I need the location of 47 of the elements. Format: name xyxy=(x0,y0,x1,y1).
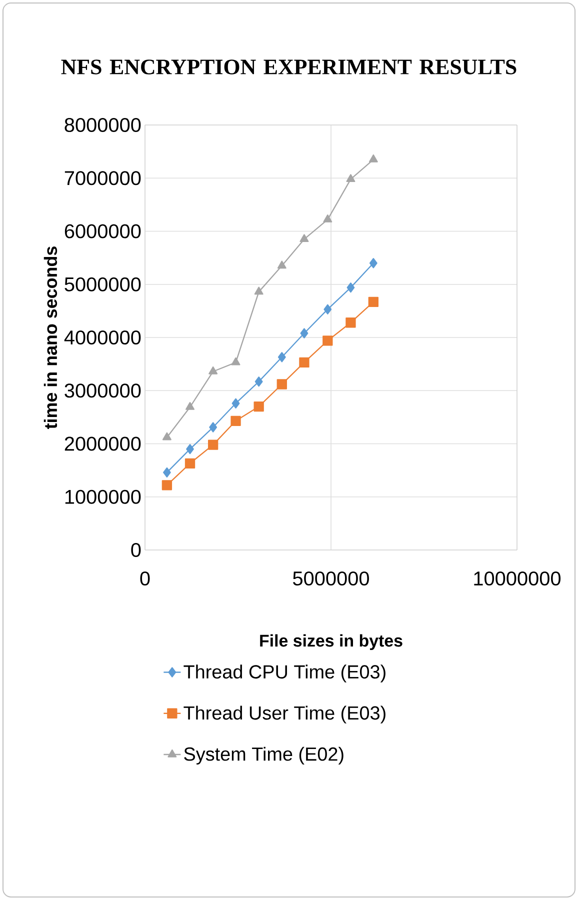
y-tick-label: 0 xyxy=(131,542,141,558)
x-axis-title: File sizes in bytes xyxy=(260,634,402,650)
point xyxy=(299,357,310,368)
point xyxy=(300,234,309,242)
point xyxy=(186,402,194,410)
y-tick-label: 8000000 xyxy=(64,118,141,132)
point xyxy=(322,336,333,346)
point xyxy=(162,480,172,490)
point xyxy=(208,366,218,374)
point xyxy=(162,432,172,440)
y-axis-title: time in nano seconds xyxy=(44,246,58,429)
y-tick-label: 6000000 xyxy=(64,224,141,238)
point xyxy=(346,282,355,293)
y-tick-label: 4000000 xyxy=(64,330,141,345)
point xyxy=(254,286,264,295)
point xyxy=(254,401,264,412)
point xyxy=(208,440,218,450)
legend-label: Thread User Time (E03) xyxy=(184,706,386,724)
y-tick-label: 2000000 xyxy=(64,436,141,451)
point xyxy=(232,398,240,408)
x-tick-label: 5000000 xyxy=(293,571,369,586)
point xyxy=(209,422,218,432)
point xyxy=(277,260,286,269)
point xyxy=(369,258,378,268)
point xyxy=(162,467,171,478)
point xyxy=(346,318,356,328)
point xyxy=(368,154,378,162)
y-tick-label: 1000000 xyxy=(65,490,141,504)
point xyxy=(300,328,308,338)
point xyxy=(323,214,332,222)
point xyxy=(231,357,240,366)
point xyxy=(230,416,241,426)
x-tick-label: 10000000 xyxy=(474,571,561,586)
point xyxy=(368,296,378,307)
point xyxy=(346,174,356,182)
point xyxy=(184,458,196,468)
y-tick-label: 3000000 xyxy=(64,384,141,398)
y-tick-label: 5000000 xyxy=(64,277,141,292)
point xyxy=(254,376,263,387)
chart-title: NFS ENCRYPTION EXPERIMENT RESULTS xyxy=(61,60,516,74)
point xyxy=(276,379,287,390)
point xyxy=(324,304,332,314)
point xyxy=(278,352,286,362)
point xyxy=(186,444,194,454)
legend-label: Thread CPU Time (E03) xyxy=(184,664,386,682)
y-tick-label: 7000000 xyxy=(64,171,141,186)
legend-label: System Time (E02) xyxy=(184,746,344,765)
